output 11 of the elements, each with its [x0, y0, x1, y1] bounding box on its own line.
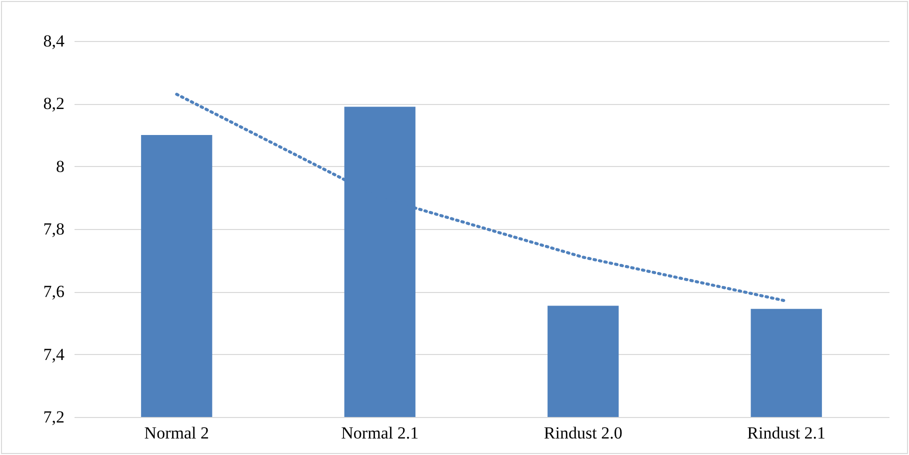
- y-tick-label: 7,4: [43, 344, 65, 364]
- y-tick-label: 8: [56, 156, 64, 176]
- y-tick-label: 8,4: [43, 32, 65, 50]
- y-tick-label: 7,2: [43, 408, 64, 426]
- y-tick-label: 7,8: [43, 220, 64, 238]
- x-tick-label: Rindust 2.0: [544, 424, 622, 442]
- y-tick-label: 7,6: [43, 282, 64, 302]
- x-tick-label: Normal 2: [144, 424, 209, 442]
- x-tick-label: Rindust 2.1: [747, 424, 826, 442]
- x-tick-label: Normal 2.1: [341, 424, 419, 442]
- y-tick-label: 8,2: [43, 94, 64, 114]
